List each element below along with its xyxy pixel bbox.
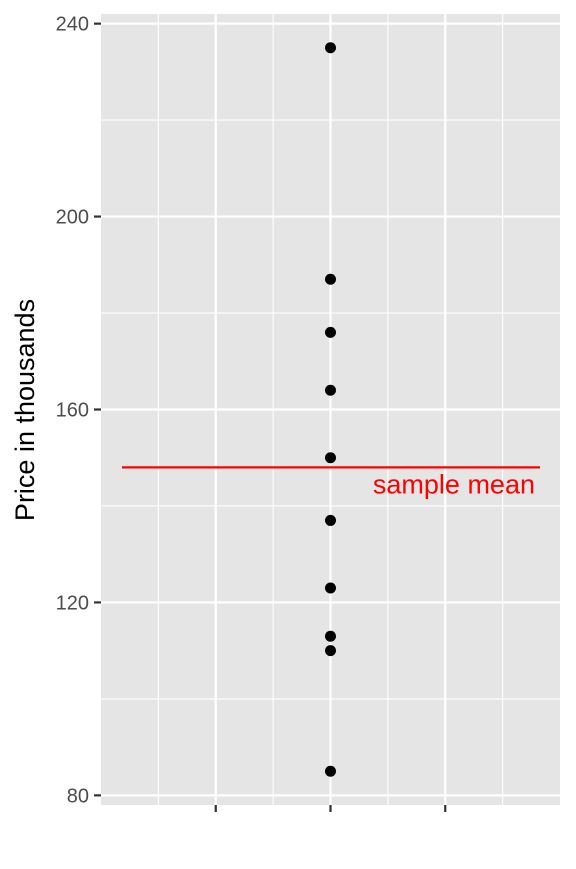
data-point: [325, 452, 336, 464]
data-points: [325, 42, 336, 777]
y-tick-label: 160: [56, 400, 89, 422]
major-gridlines: [101, 14, 560, 805]
data-point: [325, 273, 336, 285]
data-point: [325, 42, 336, 54]
data-point: [325, 630, 336, 642]
y-tick-label: 200: [56, 207, 89, 229]
y-tick-label: 240: [56, 14, 89, 36]
mean-label: sample mean: [373, 469, 535, 499]
y-tick-label: 120: [56, 592, 89, 614]
data-point: [325, 514, 336, 526]
y-axis: 80 120 160 200 240: [56, 14, 101, 807]
y-tick-label: 80: [67, 785, 89, 807]
data-point: [325, 582, 336, 594]
x-axis: [214, 805, 447, 812]
data-point: [325, 765, 336, 777]
data-point: [325, 645, 336, 657]
data-point: [325, 326, 336, 338]
y-axis-label: Price in thousands: [10, 299, 40, 521]
data-point: [325, 384, 336, 396]
